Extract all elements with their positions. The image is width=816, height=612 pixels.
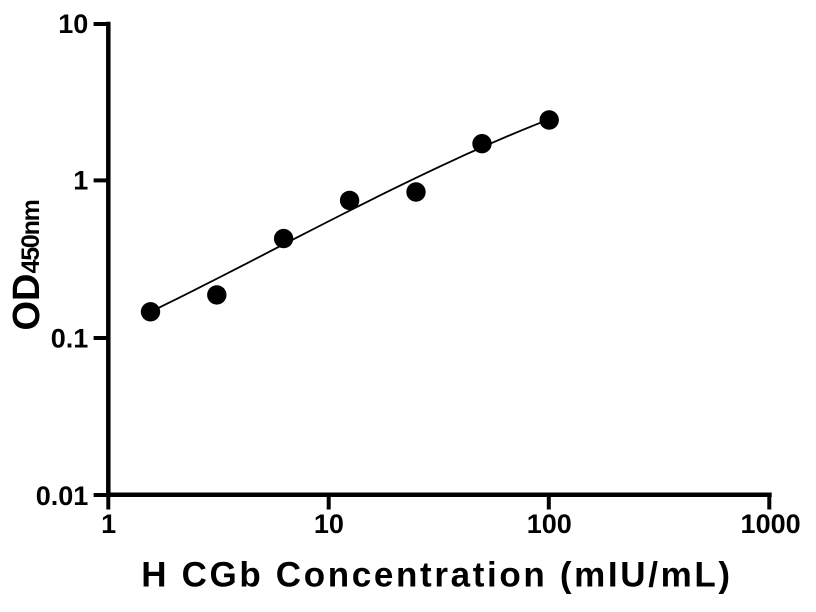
- svg-text:1000: 1000: [741, 509, 801, 539]
- svg-text:1: 1: [73, 166, 88, 196]
- svg-text:0.1: 0.1: [51, 323, 89, 353]
- svg-text:100: 100: [527, 509, 572, 539]
- svg-text:H CGb Concentration (mIU/mL): H CGb Concentration (mIU/mL): [141, 556, 732, 595]
- svg-text:10: 10: [314, 509, 344, 539]
- svg-text:0.01: 0.01: [36, 481, 89, 511]
- svg-text:10: 10: [58, 9, 88, 39]
- svg-text:1: 1: [101, 509, 116, 539]
